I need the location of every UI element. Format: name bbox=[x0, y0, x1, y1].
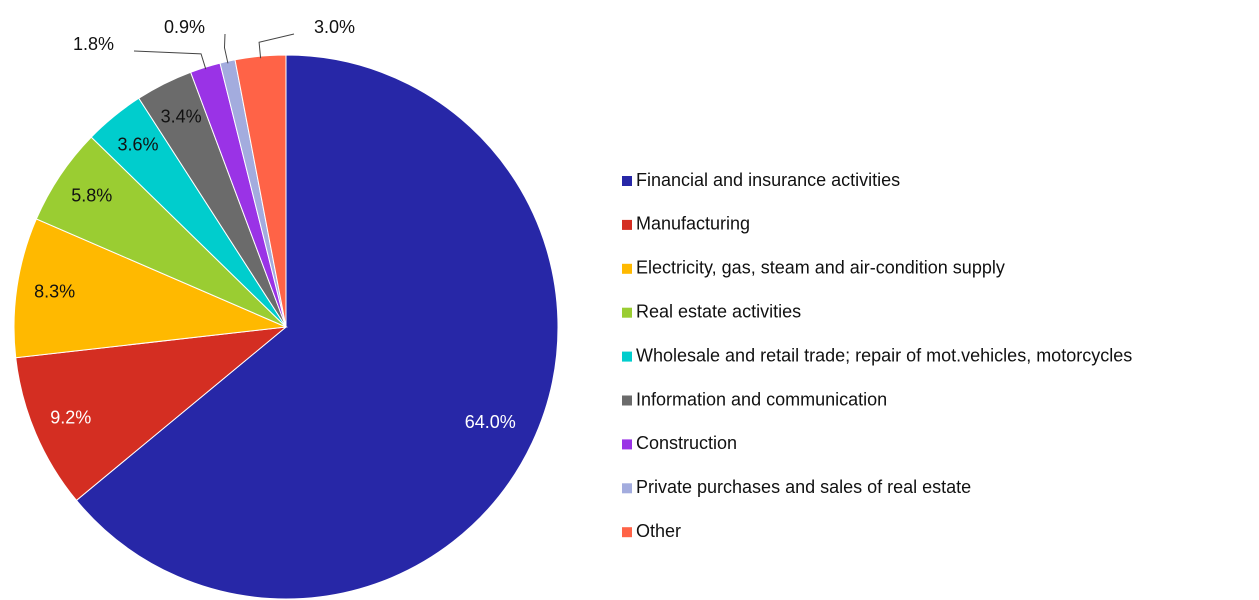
legend-label: Wholesale and retail trade; repair of mo… bbox=[636, 345, 1132, 365]
legend-swatch bbox=[622, 527, 632, 538]
legend-label: Real estate activities bbox=[636, 301, 801, 321]
legend-label: Information and communication bbox=[636, 389, 887, 409]
legend-swatch bbox=[622, 395, 632, 406]
data-label: 9.2% bbox=[50, 407, 91, 427]
legend-label: Construction bbox=[636, 433, 737, 453]
legend-swatch bbox=[622, 219, 632, 230]
data-label: 3.6% bbox=[118, 135, 159, 155]
data-label: 1.8% bbox=[73, 34, 114, 54]
legend-swatch bbox=[622, 307, 632, 318]
legend-swatch bbox=[622, 483, 632, 494]
data-label: 3.4% bbox=[161, 107, 202, 127]
legend-label: Private purchases and sales of real esta… bbox=[636, 477, 971, 497]
leader-line bbox=[223, 33, 229, 64]
data-label: 3.0% bbox=[314, 17, 355, 37]
data-label: 5.8% bbox=[71, 185, 112, 205]
legend-swatch bbox=[622, 439, 632, 450]
legend-label: Electricity, gas, steam and air-conditio… bbox=[636, 258, 1005, 278]
data-label: 0.9% bbox=[164, 17, 205, 37]
pie-slice bbox=[13, 218, 288, 359]
pie-slice bbox=[15, 326, 288, 502]
legend-label: Manufacturing bbox=[636, 214, 750, 234]
data-label: 8.3% bbox=[34, 281, 75, 301]
data-label: 64.0% bbox=[465, 412, 516, 432]
legend-label: Financial and insurance activities bbox=[636, 170, 900, 190]
legend-label: Other bbox=[636, 521, 681, 541]
pie-slice bbox=[75, 54, 559, 600]
leader-line bbox=[133, 50, 207, 70]
legend-swatch bbox=[622, 351, 632, 362]
leader-line bbox=[258, 33, 295, 59]
legend-swatch bbox=[622, 176, 632, 186]
legend-swatch bbox=[622, 263, 632, 274]
